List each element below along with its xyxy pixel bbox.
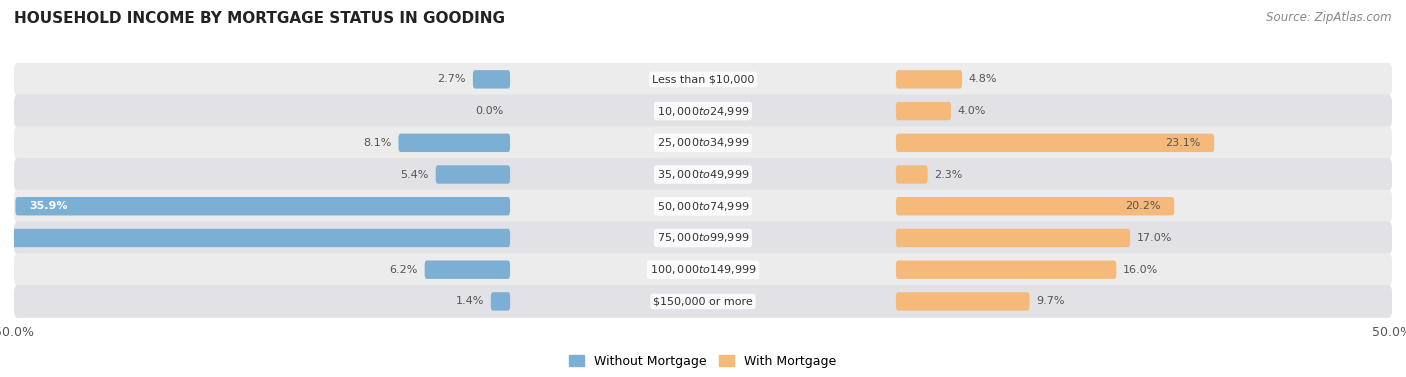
FancyBboxPatch shape: [14, 221, 1392, 254]
FancyBboxPatch shape: [15, 197, 510, 215]
Text: Source: ZipAtlas.com: Source: ZipAtlas.com: [1267, 11, 1392, 24]
FancyBboxPatch shape: [436, 166, 510, 184]
Text: 23.1%: 23.1%: [1166, 138, 1201, 148]
Text: 5.4%: 5.4%: [401, 170, 429, 179]
Text: 40.4%: 40.4%: [0, 233, 6, 243]
Text: $10,000 to $24,999: $10,000 to $24,999: [657, 104, 749, 118]
Text: $50,000 to $74,999: $50,000 to $74,999: [657, 200, 749, 213]
FancyBboxPatch shape: [896, 102, 950, 120]
FancyBboxPatch shape: [14, 253, 1392, 286]
Text: $100,000 to $149,999: $100,000 to $149,999: [650, 263, 756, 276]
Text: 0.0%: 0.0%: [475, 106, 503, 116]
FancyBboxPatch shape: [896, 261, 1116, 279]
FancyBboxPatch shape: [14, 285, 1392, 318]
Text: HOUSEHOLD INCOME BY MORTGAGE STATUS IN GOODING: HOUSEHOLD INCOME BY MORTGAGE STATUS IN G…: [14, 11, 505, 26]
Text: 17.0%: 17.0%: [1137, 233, 1173, 243]
Text: 2.7%: 2.7%: [437, 74, 465, 84]
FancyBboxPatch shape: [896, 70, 962, 89]
Text: 8.1%: 8.1%: [363, 138, 392, 148]
Text: 1.4%: 1.4%: [456, 296, 484, 307]
FancyBboxPatch shape: [896, 197, 1174, 215]
Text: 35.9%: 35.9%: [30, 201, 67, 211]
Text: $75,000 to $99,999: $75,000 to $99,999: [657, 231, 749, 244]
FancyBboxPatch shape: [14, 190, 1392, 223]
FancyBboxPatch shape: [896, 166, 928, 184]
Text: 2.3%: 2.3%: [935, 170, 963, 179]
FancyBboxPatch shape: [896, 133, 1215, 152]
FancyBboxPatch shape: [14, 158, 1392, 191]
Text: Less than $10,000: Less than $10,000: [652, 74, 754, 84]
Text: 16.0%: 16.0%: [1123, 265, 1159, 275]
FancyBboxPatch shape: [0, 229, 510, 247]
FancyBboxPatch shape: [14, 63, 1392, 96]
Text: 9.7%: 9.7%: [1036, 296, 1064, 307]
FancyBboxPatch shape: [472, 70, 510, 89]
Text: 20.2%: 20.2%: [1125, 201, 1160, 211]
Text: $35,000 to $49,999: $35,000 to $49,999: [657, 168, 749, 181]
Text: $150,000 or more: $150,000 or more: [654, 296, 752, 307]
Legend: Without Mortgage, With Mortgage: Without Mortgage, With Mortgage: [565, 351, 841, 371]
FancyBboxPatch shape: [14, 126, 1392, 159]
Text: $25,000 to $34,999: $25,000 to $34,999: [657, 136, 749, 149]
Text: 4.8%: 4.8%: [969, 74, 997, 84]
FancyBboxPatch shape: [896, 292, 1029, 311]
Text: 4.0%: 4.0%: [957, 106, 986, 116]
FancyBboxPatch shape: [425, 261, 510, 279]
FancyBboxPatch shape: [14, 95, 1392, 127]
Text: 6.2%: 6.2%: [389, 265, 418, 275]
FancyBboxPatch shape: [398, 133, 510, 152]
FancyBboxPatch shape: [491, 292, 510, 311]
FancyBboxPatch shape: [896, 229, 1130, 247]
